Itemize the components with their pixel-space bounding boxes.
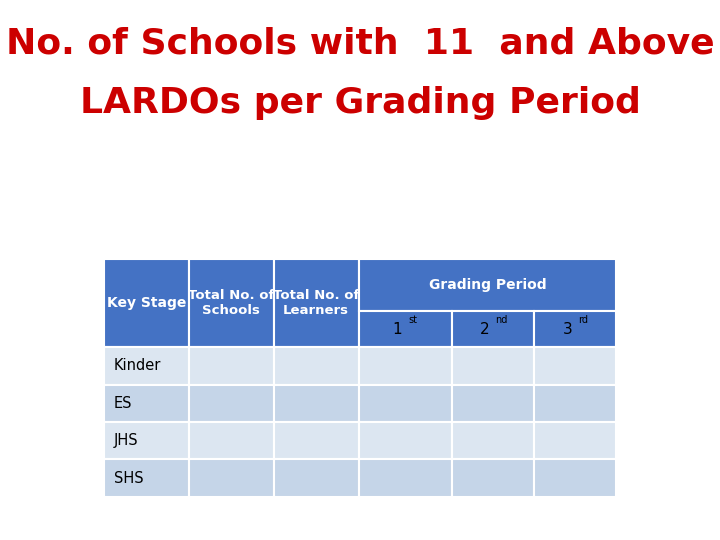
Bar	[359, 422, 451, 460]
Bar	[274, 422, 359, 460]
Text: LARDOs per Grading Period: LARDOs per Grading Period	[80, 86, 640, 120]
Bar	[274, 384, 359, 422]
Text: rd: rd	[578, 315, 588, 325]
Bar	[189, 384, 274, 422]
Bar	[359, 460, 451, 497]
Bar	[359, 259, 616, 312]
Bar	[534, 347, 616, 384]
Bar	[104, 384, 189, 422]
Bar	[534, 312, 616, 347]
Bar	[534, 460, 616, 497]
Text: Key Stage: Key Stage	[107, 296, 186, 310]
Bar	[451, 384, 534, 422]
Bar	[189, 347, 274, 384]
Text: nd: nd	[495, 315, 508, 325]
Text: Total No. of
Learners: Total No. of Learners	[273, 289, 359, 317]
Bar	[451, 312, 534, 347]
Text: SHS: SHS	[114, 470, 143, 485]
Bar	[534, 384, 616, 422]
Text: 3: 3	[562, 322, 572, 337]
Bar	[359, 384, 451, 422]
Bar	[189, 422, 274, 460]
Bar	[189, 460, 274, 497]
Text: 1: 1	[392, 322, 402, 337]
Bar	[274, 347, 359, 384]
Bar	[359, 347, 451, 384]
Bar	[189, 259, 274, 347]
Bar	[451, 422, 534, 460]
Text: Grading Period: Grading Period	[428, 278, 546, 292]
Bar	[534, 422, 616, 460]
Bar	[359, 312, 451, 347]
Bar	[274, 259, 359, 347]
Text: No. of Schools with  11  and Above: No. of Schools with 11 and Above	[6, 27, 714, 61]
Text: ES: ES	[114, 396, 132, 411]
Bar	[104, 422, 189, 460]
Bar	[451, 460, 534, 497]
Bar	[104, 347, 189, 384]
Text: 2: 2	[480, 322, 490, 337]
Bar	[104, 460, 189, 497]
Text: Total No. of
Schools: Total No. of Schools	[188, 289, 274, 317]
Text: st: st	[408, 315, 417, 325]
Text: JHS: JHS	[114, 433, 139, 448]
Bar	[274, 460, 359, 497]
Text: Kinder: Kinder	[114, 359, 161, 373]
Bar	[104, 259, 189, 347]
Bar	[451, 347, 534, 384]
